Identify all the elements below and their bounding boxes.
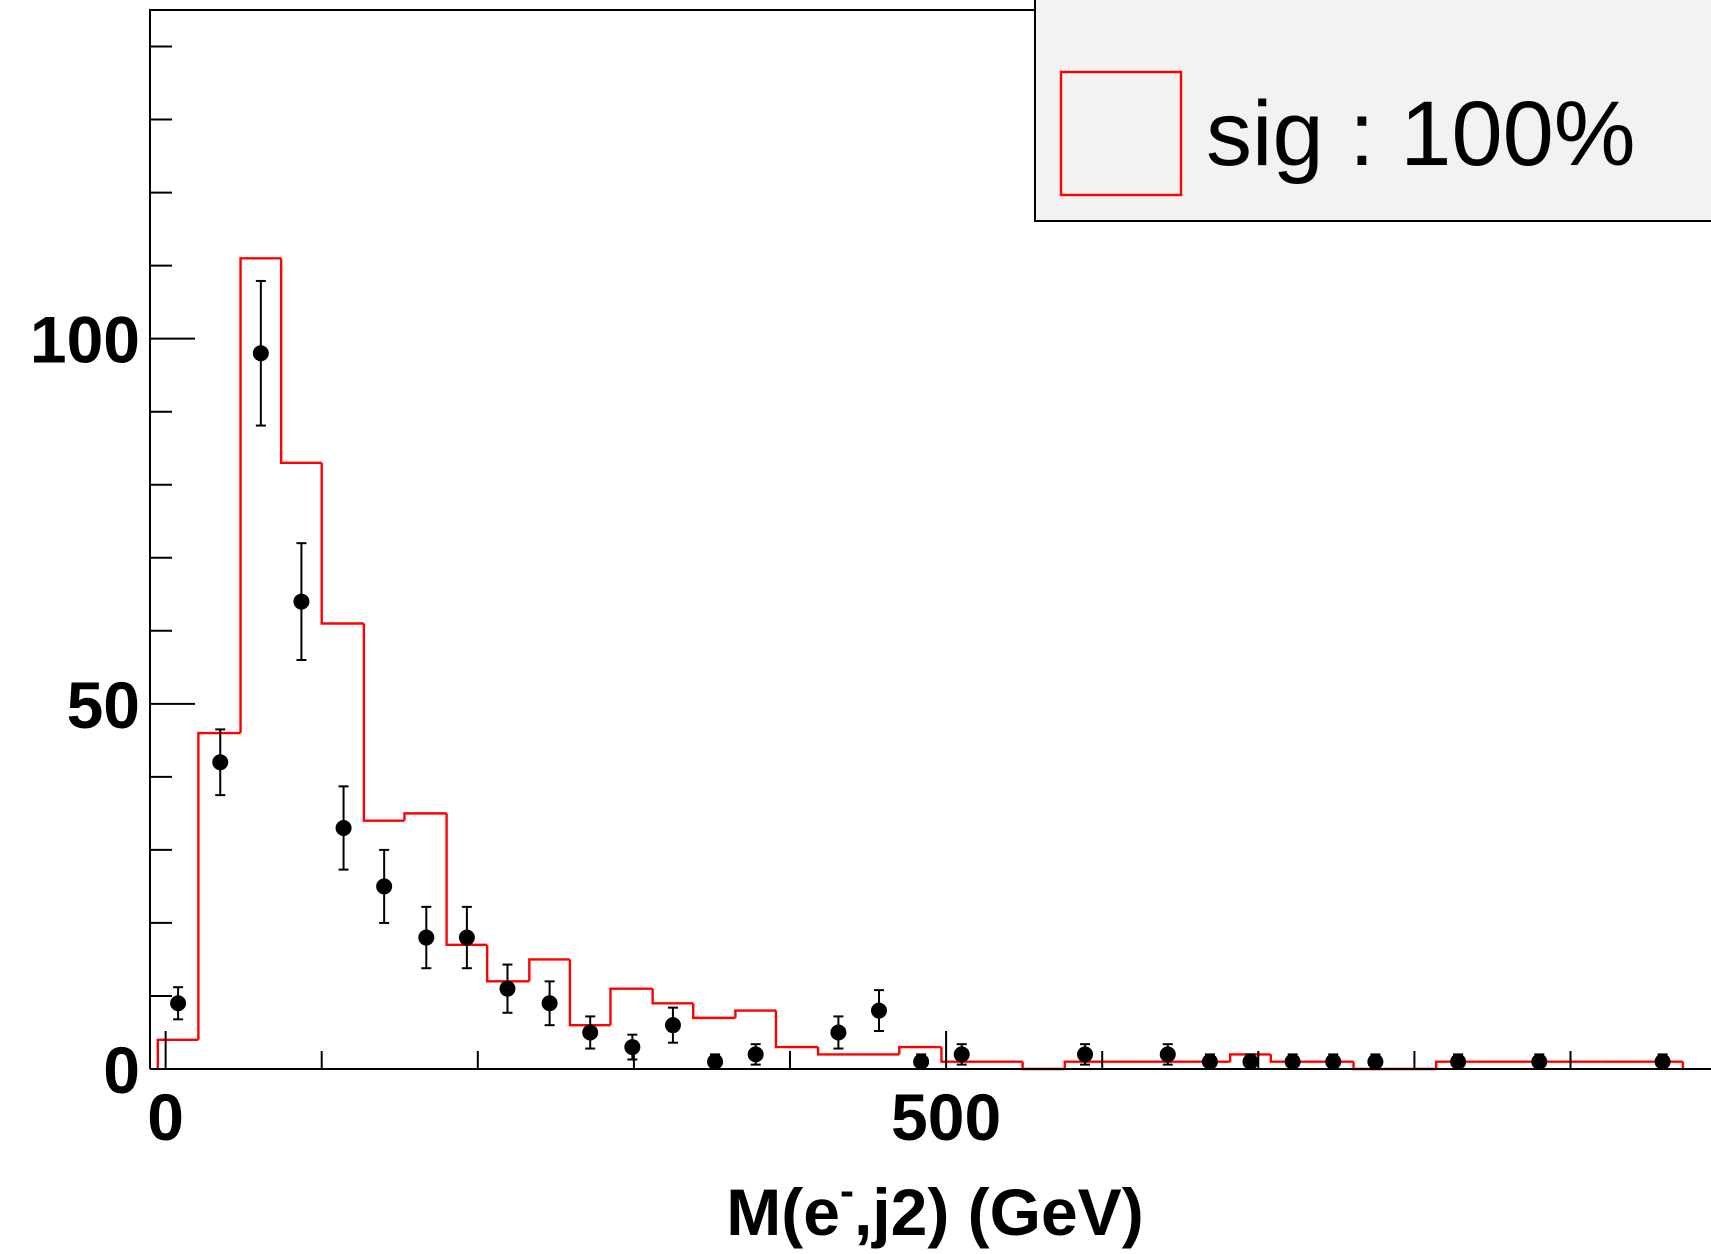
data-point xyxy=(1201,1053,1218,1070)
data-point xyxy=(624,1033,641,1061)
legend-box xyxy=(1034,0,1711,222)
data-point xyxy=(541,980,558,1027)
histogram-bin xyxy=(774,1010,819,1049)
x-axis-title: M(e-,j2) (GeV) xyxy=(726,1167,1143,1249)
histogram-bin xyxy=(609,987,653,1026)
legend-label-data: Data xyxy=(1206,0,1401,18)
signal-histogram xyxy=(156,257,1685,1071)
data-marker xyxy=(1077,1046,1094,1063)
data-point xyxy=(1242,1053,1259,1070)
data-point xyxy=(707,1053,724,1070)
data-point xyxy=(212,728,229,797)
histogram-bin xyxy=(734,1009,776,1018)
data-marker xyxy=(953,1046,970,1063)
data-point xyxy=(830,1015,847,1050)
data-point xyxy=(458,905,475,970)
data-point xyxy=(499,963,516,1014)
data-marker xyxy=(418,929,435,946)
data-marker xyxy=(582,1024,599,1041)
histogram-bin xyxy=(362,623,405,822)
data-marker xyxy=(870,1002,887,1019)
histogram-bin xyxy=(651,988,694,1005)
histogram-bin xyxy=(528,958,570,982)
data-marker xyxy=(913,1053,930,1070)
data-point xyxy=(376,848,393,924)
data-point xyxy=(1284,1053,1301,1070)
histogram-bin xyxy=(898,1045,942,1055)
histogram-bin xyxy=(403,812,447,821)
histogram-bin xyxy=(940,1047,983,1063)
data-marker xyxy=(1201,1053,1218,1070)
data-marker xyxy=(1325,1053,1342,1070)
x-tick-label: 0 xyxy=(147,1080,184,1154)
data-marker xyxy=(376,878,393,895)
data-marker xyxy=(830,1024,847,1041)
data-marker xyxy=(747,1046,764,1063)
data-point xyxy=(953,1043,970,1066)
y-tick-label: 100 xyxy=(30,303,140,377)
data-point xyxy=(1367,1053,1384,1070)
histogram-bin xyxy=(279,258,322,465)
histogram-bin xyxy=(1021,1061,1065,1071)
data-point xyxy=(582,1015,599,1050)
data-marker xyxy=(1450,1053,1467,1070)
data-marker xyxy=(293,593,310,610)
histogram-bin xyxy=(445,813,488,947)
histogram-bin xyxy=(485,944,530,983)
data-point xyxy=(252,279,269,427)
legend: Data sig : 100% xyxy=(1034,0,1711,222)
histogram-bin xyxy=(239,257,282,734)
y-tick-label: 0 xyxy=(103,1033,140,1107)
data-point xyxy=(870,989,887,1033)
data-marker xyxy=(499,980,516,997)
data-marker xyxy=(541,995,558,1012)
data-marker xyxy=(707,1053,724,1070)
x-tick-label: 500 xyxy=(891,1080,1001,1154)
data-marker xyxy=(1531,1053,1548,1070)
data-point xyxy=(1077,1043,1094,1066)
data-marker xyxy=(1654,1053,1671,1070)
histogram-bin xyxy=(568,959,611,1027)
data-marker xyxy=(1367,1053,1384,1070)
histogram-bin xyxy=(1063,1060,1107,1069)
data-point xyxy=(664,1006,681,1044)
data-marker xyxy=(212,754,229,771)
data-marker xyxy=(458,929,475,946)
y-tick-label: 50 xyxy=(67,668,140,742)
data-marker xyxy=(1284,1053,1301,1070)
data-point xyxy=(418,905,435,970)
data-point xyxy=(293,542,310,662)
histogram-bin xyxy=(816,1047,859,1056)
data-point xyxy=(1159,1043,1176,1066)
legend-label-signal: sig : 100% xyxy=(1206,83,1636,185)
data-point xyxy=(170,986,187,1021)
data-point xyxy=(1325,1053,1342,1070)
data-marker xyxy=(664,1017,681,1034)
histogram-bin xyxy=(197,731,241,1040)
data-point xyxy=(335,785,352,871)
data-points xyxy=(170,279,1671,1070)
data-point xyxy=(913,1053,930,1070)
data-marker xyxy=(252,345,269,362)
data-point xyxy=(1531,1053,1548,1070)
data-point xyxy=(747,1043,764,1066)
histogram-bin xyxy=(1229,1053,1271,1062)
axes: 0 50 100 0 500 xyxy=(30,9,1711,1154)
data-marker xyxy=(1159,1046,1176,1063)
data-point xyxy=(1450,1053,1467,1070)
data-marker xyxy=(624,1039,641,1056)
legend-swatch-signal xyxy=(1059,70,1183,197)
data-marker xyxy=(335,819,352,836)
histogram-bin xyxy=(320,462,364,625)
data-point xyxy=(1654,1053,1671,1070)
histogram-bin xyxy=(692,1003,736,1020)
data-marker xyxy=(1242,1053,1259,1070)
data-marker xyxy=(170,995,187,1012)
histogram-bin xyxy=(156,1038,199,1069)
